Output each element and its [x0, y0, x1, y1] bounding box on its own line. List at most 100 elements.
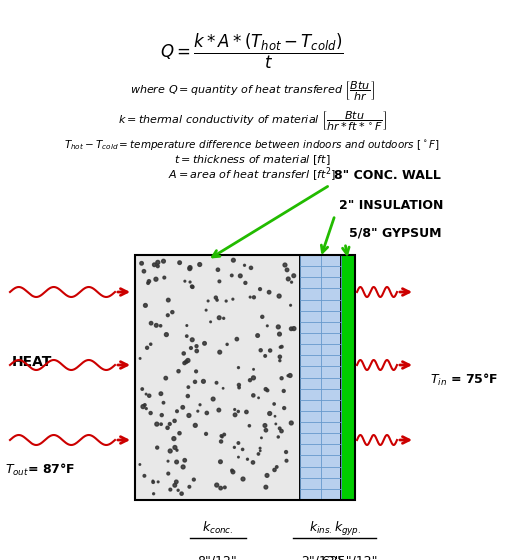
Point	[221, 483, 229, 492]
Point	[231, 410, 239, 419]
Point	[171, 481, 179, 490]
Point	[266, 346, 274, 355]
Point	[273, 463, 281, 472]
Point	[235, 383, 243, 392]
Point	[168, 307, 176, 316]
Point	[249, 391, 258, 400]
Point	[202, 306, 210, 315]
Text: $T_{out}$= 87°F: $T_{out}$= 87°F	[5, 462, 75, 478]
Text: 8" CONC. WALL: 8" CONC. WALL	[334, 169, 441, 182]
Point	[254, 331, 262, 340]
Point	[186, 264, 194, 273]
Point	[149, 489, 158, 498]
Point	[139, 402, 147, 411]
Point	[278, 342, 286, 351]
Point	[213, 296, 221, 305]
Point	[257, 346, 265, 354]
Text: 2" INSULATION: 2" INSULATION	[339, 199, 443, 212]
Point	[262, 483, 270, 492]
Point	[215, 277, 223, 286]
Point	[258, 433, 266, 442]
Point	[160, 256, 168, 265]
Point	[145, 391, 153, 400]
Point	[262, 385, 270, 394]
Point	[255, 393, 263, 402]
Point	[204, 296, 212, 305]
Point	[266, 409, 274, 418]
Point	[274, 432, 282, 441]
Point	[174, 486, 182, 494]
Point	[262, 426, 270, 435]
Point	[149, 478, 157, 487]
Point	[264, 386, 272, 395]
Point	[256, 444, 264, 452]
Text: $k_{ins.}$: $k_{ins.}$	[309, 520, 332, 536]
Text: $T_{in}$ = 75°F: $T_{in}$ = 75°F	[430, 372, 498, 388]
Point	[235, 380, 243, 389]
Point	[229, 256, 237, 265]
Point	[176, 258, 184, 267]
Bar	[300, 255, 341, 500]
Point	[217, 458, 225, 466]
Point	[217, 484, 225, 493]
Point	[181, 277, 189, 286]
Point	[238, 445, 246, 454]
Point	[162, 374, 170, 382]
Point	[153, 443, 161, 452]
Point	[164, 311, 172, 320]
Point	[187, 343, 195, 352]
Point	[234, 438, 242, 447]
Point	[180, 349, 188, 358]
Point	[154, 478, 162, 487]
Point	[160, 398, 168, 407]
Point	[274, 323, 282, 332]
Point	[143, 343, 151, 352]
Point	[249, 458, 257, 467]
Point	[287, 278, 295, 287]
Point	[246, 293, 254, 302]
Point	[233, 335, 241, 344]
Point	[217, 437, 225, 446]
Point	[199, 377, 208, 386]
Point	[183, 332, 191, 340]
Bar	[135, 255, 355, 500]
Point	[153, 419, 161, 428]
Point	[192, 367, 200, 376]
Point	[286, 371, 294, 380]
Point	[136, 460, 144, 469]
Point	[203, 408, 211, 417]
Point	[173, 407, 181, 416]
Text: $k_{gyp.}$: $k_{gyp.}$	[334, 520, 362, 538]
Point	[191, 421, 199, 430]
Point	[234, 363, 242, 372]
Text: 2"/12": 2"/12"	[300, 555, 340, 560]
Point	[207, 318, 215, 326]
Point	[188, 335, 196, 344]
Text: $where\ Q = quantity\ of\ heat\ transfered\ \left[\dfrac{Btu}{hr}\right]$: $where\ Q = quantity\ of\ heat\ transfer…	[130, 80, 374, 104]
Point	[234, 407, 242, 416]
Point	[242, 408, 250, 417]
Point	[175, 367, 183, 376]
Point	[239, 474, 247, 483]
Point	[275, 292, 283, 301]
Point	[136, 354, 144, 363]
Point	[194, 407, 202, 416]
Point	[229, 295, 237, 304]
Bar	[341, 255, 355, 500]
Point	[280, 404, 288, 413]
Point	[230, 443, 238, 452]
Point	[142, 404, 150, 413]
Point	[281, 260, 289, 269]
Text: $T_{hot} - T_{cold} = temperature\ difference\ between\ indoors\ and\ outdoors\ : $T_{hot} - T_{cold} = temperature\ diffe…	[64, 138, 440, 152]
Point	[245, 421, 254, 430]
Point	[162, 330, 170, 339]
Point	[184, 382, 192, 391]
Point	[154, 262, 162, 270]
Point	[282, 456, 290, 465]
Point	[220, 314, 228, 323]
Point	[190, 475, 198, 484]
Point	[265, 288, 273, 297]
Text: $A = area\ of\ heat\ transferl\ [ft^{2}]$: $A = area\ of\ heat\ transferl\ [ft^{2}]…	[168, 166, 336, 184]
Point	[276, 352, 284, 361]
Point	[180, 358, 188, 367]
